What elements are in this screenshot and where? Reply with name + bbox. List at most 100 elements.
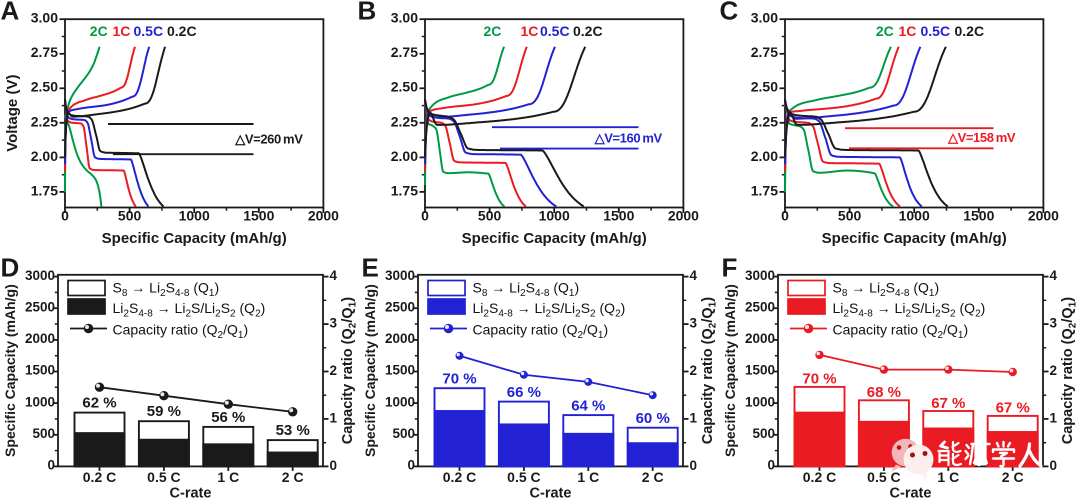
svg-text:0: 0 — [47, 458, 55, 473]
svg-text:1500: 1500 — [963, 208, 994, 224]
svg-text:2.75: 2.75 — [751, 44, 778, 60]
svg-text:1C: 1C — [899, 23, 917, 39]
svg-text:0.5 C: 0.5 C — [867, 469, 900, 485]
svg-text:2: 2 — [1050, 363, 1058, 378]
svg-text:Specific Capacity (mAh/g): Specific Capacity (mAh/g) — [102, 230, 287, 247]
svg-text:2: 2 — [330, 363, 338, 378]
svg-text:C-rate: C-rate — [530, 486, 572, 502]
svg-text:1500: 1500 — [745, 363, 775, 378]
svg-text:2.75: 2.75 — [391, 44, 418, 60]
svg-text:C-rate: C-rate — [170, 486, 212, 502]
svg-text:4: 4 — [690, 268, 698, 283]
svg-text:F: F — [722, 253, 738, 283]
svg-text:67 %: 67 % — [931, 395, 965, 412]
svg-text:2000: 2000 — [25, 331, 55, 346]
svg-text:2.25: 2.25 — [31, 113, 58, 129]
svg-text:0.2C: 0.2C — [955, 23, 985, 39]
svg-text:△V=158 mV: △V=158 mV — [947, 130, 1016, 145]
svg-text:1000: 1000 — [899, 208, 930, 224]
svg-text:1C: 1C — [113, 23, 131, 39]
svg-text:1500: 1500 — [243, 208, 274, 224]
svg-text:67 %: 67 % — [996, 400, 1030, 417]
svg-text:0: 0 — [61, 208, 69, 224]
svg-text:70 %: 70 % — [802, 371, 836, 388]
svg-text:1000: 1000 — [745, 394, 775, 409]
svg-text:68 %: 68 % — [867, 384, 901, 401]
svg-text:Specific Capacity (mAh/g): Specific Capacity (mAh/g) — [722, 284, 738, 457]
svg-text:1: 1 — [330, 411, 338, 426]
svg-text:S8​ → Li2​S4-8​ (Q1​): S8​ → Li2​S4-8​ (Q1​) — [833, 280, 940, 300]
svg-text:A: A — [1, 0, 20, 26]
svg-text:66 %: 66 % — [507, 384, 541, 401]
svg-text:S8​ → Li2​S4-8​ (Q1​): S8​ → Li2​S4-8​ (Q1​) — [113, 280, 220, 300]
svg-text:56 %: 56 % — [211, 409, 245, 426]
svg-text:4: 4 — [330, 268, 338, 283]
svg-text:2.00: 2.00 — [751, 148, 778, 164]
svg-text:1500: 1500 — [603, 208, 634, 224]
svg-text:0: 0 — [407, 458, 415, 473]
svg-text:2000: 2000 — [385, 331, 415, 346]
svg-text:62 %: 62 % — [82, 395, 116, 412]
svg-text:0.2C: 0.2C — [573, 23, 603, 39]
svg-text:4: 4 — [1050, 268, 1058, 283]
svg-text:3: 3 — [690, 316, 698, 331]
svg-text:0.2 C: 0.2 C — [803, 469, 836, 485]
svg-text:1000: 1000 — [25, 394, 55, 409]
svg-text:2000: 2000 — [668, 208, 699, 224]
svg-text:Capacity ratio (Q2​/Q1​): Capacity ratio (Q2​/Q1​) — [113, 322, 249, 342]
svg-text:1500: 1500 — [385, 363, 415, 378]
svg-text:Specific Capacity (mAh/g): Specific Capacity (mAh/g) — [362, 284, 378, 457]
svg-text:C: C — [720, 0, 739, 26]
svg-text:1C: 1C — [521, 23, 539, 39]
svg-text:2 C: 2 C — [282, 469, 304, 485]
svg-text:2000: 2000 — [308, 208, 339, 224]
svg-text:2500: 2500 — [745, 299, 775, 314]
svg-text:0.5C: 0.5C — [921, 23, 951, 39]
svg-text:1000: 1000 — [179, 208, 210, 224]
svg-text:S8​ → Li2​S4-8​ (Q1​): S8​ → Li2​S4-8​ (Q1​) — [473, 280, 580, 300]
svg-text:2.50: 2.50 — [751, 79, 778, 95]
svg-text:2.50: 2.50 — [391, 79, 418, 95]
svg-text:Capacity ratio (Q2​/Q1​): Capacity ratio (Q2​/Q1​) — [340, 297, 359, 444]
svg-text:70 %: 70 % — [442, 371, 476, 388]
svg-text:500: 500 — [752, 426, 775, 441]
svg-text:1000: 1000 — [539, 208, 570, 224]
svg-text:0.5C: 0.5C — [540, 23, 570, 39]
svg-text:3: 3 — [1050, 316, 1058, 331]
svg-text:2000: 2000 — [1028, 208, 1059, 224]
svg-text:Specific Capacity (mAh/g): Specific Capacity (mAh/g) — [462, 230, 647, 247]
svg-text:500: 500 — [118, 208, 142, 224]
svg-text:1: 1 — [690, 411, 698, 426]
svg-text:0: 0 — [690, 458, 698, 473]
svg-text:Specific Capacity (mAh/g): Specific Capacity (mAh/g) — [2, 284, 18, 457]
svg-text:2.25: 2.25 — [391, 113, 418, 129]
svg-text:2C: 2C — [90, 23, 108, 39]
svg-text:3.00: 3.00 — [751, 10, 778, 26]
svg-text:1 C: 1 C — [937, 469, 959, 485]
svg-text:3000: 3000 — [385, 268, 415, 283]
svg-text:C-rate: C-rate — [890, 486, 932, 502]
svg-text:Specific Capacity (mAh/g): Specific Capacity (mAh/g) — [822, 230, 1007, 247]
svg-text:0.5 C: 0.5 C — [147, 469, 180, 485]
svg-text:2C: 2C — [876, 23, 894, 39]
svg-text:0: 0 — [330, 458, 338, 473]
svg-text:2C: 2C — [484, 23, 502, 39]
svg-text:500: 500 — [32, 426, 55, 441]
svg-text:0: 0 — [781, 208, 789, 224]
svg-text:2000: 2000 — [745, 331, 775, 346]
svg-text:2: 2 — [690, 363, 698, 378]
svg-text:2 C: 2 C — [1002, 469, 1024, 485]
svg-text:△V=260 mV: △V=260 mV — [234, 132, 303, 147]
svg-text:3000: 3000 — [745, 268, 775, 283]
svg-text:△V=160 mV: △V=160 mV — [594, 131, 663, 146]
svg-text:0.5C: 0.5C — [134, 23, 164, 39]
svg-text:2 C: 2 C — [642, 469, 664, 485]
svg-text:2.75: 2.75 — [31, 44, 58, 60]
svg-text:0: 0 — [767, 458, 775, 473]
svg-text:1 C: 1 C — [217, 469, 239, 485]
svg-text:0.2 C: 0.2 C — [443, 469, 476, 485]
svg-text:1500: 1500 — [25, 363, 55, 378]
svg-text:B: B — [358, 0, 377, 26]
svg-text:D: D — [1, 253, 20, 283]
svg-text:53 %: 53 % — [276, 422, 310, 439]
